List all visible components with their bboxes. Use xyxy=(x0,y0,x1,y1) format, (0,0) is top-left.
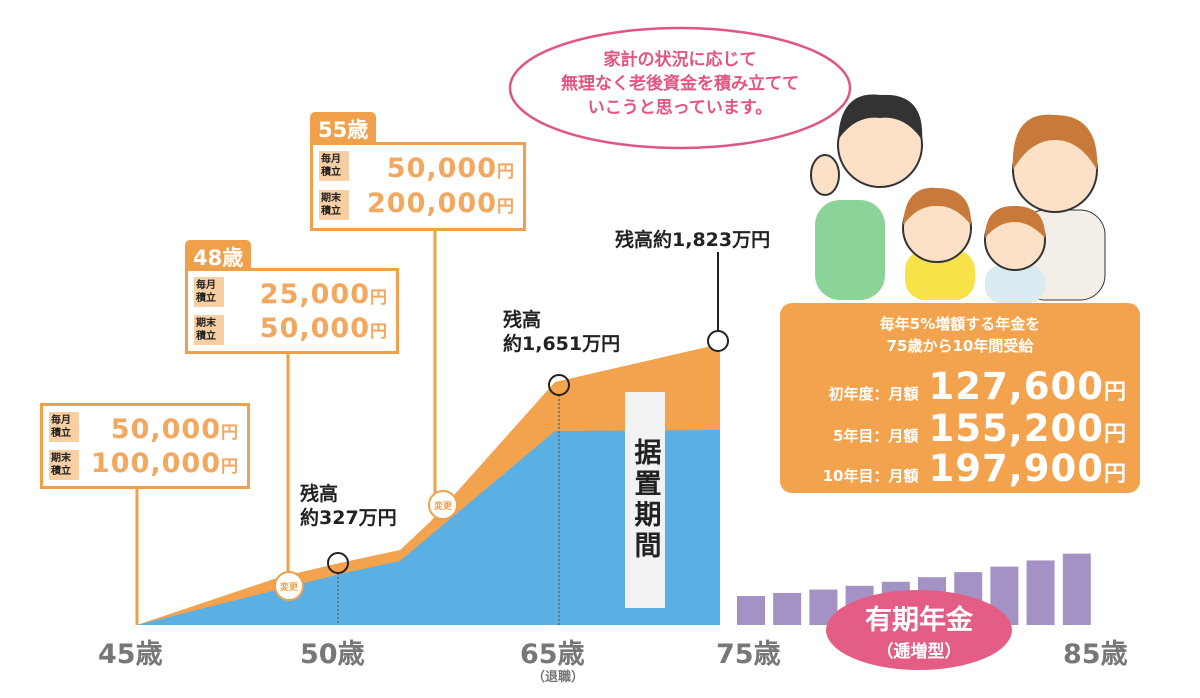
monthly-label: 毎月積立 xyxy=(319,151,349,181)
bubble-line: いこうと思っています。 xyxy=(587,98,773,118)
end-amount: 200,000円 xyxy=(367,188,515,219)
speech-bubble xyxy=(508,26,852,150)
age-label-65: 65歳 xyxy=(520,639,585,670)
age-label-85: 85歳 xyxy=(1063,639,1128,670)
annuity-bar-year-1 xyxy=(737,596,765,625)
pension-type-subtitle: （逓増型） xyxy=(876,642,962,662)
monthly-label: 毎月積立 xyxy=(49,412,79,442)
plan-box-45: 毎月積立 50,000円 期末積立 100,000円 xyxy=(40,403,250,489)
pension-heading: 毎年5%増額する年金を 75歳から10年間受給 xyxy=(879,315,1041,355)
plan-box-48: 毎月積立 25,000円 期末積立 50,000円 xyxy=(185,268,399,354)
plan-box-55: 毎月積立 50,000円 期末積立 200,000円 xyxy=(310,142,526,231)
marker-65 xyxy=(548,374,570,396)
age-label-75: 75歳 xyxy=(716,639,781,670)
family-illustration xyxy=(810,94,1106,303)
marker-75 xyxy=(707,330,729,352)
end-amount: 100,000円 xyxy=(91,448,239,479)
speech-bubble-text: 家計の状況に応じて 無理なく老後資金を積み立てて いこうと思っています。 xyxy=(520,48,840,120)
annuity-bar-year-10 xyxy=(1062,553,1091,625)
age-label-50: 50歳 xyxy=(300,639,365,670)
end-label: 期末積立 xyxy=(319,190,349,220)
pension-row-year5: 5年目：月額 155,200 円 xyxy=(833,407,1126,450)
balance-line: 残高 xyxy=(300,483,339,505)
balance-line: 約327万円 xyxy=(300,507,397,529)
change-badge: 変更 xyxy=(274,571,304,601)
pension-row-year1: 初年度：月額 127,600 円 xyxy=(828,365,1126,408)
monthly-amount: 50,000円 xyxy=(386,153,515,184)
pension-type-title: 有期年金 xyxy=(865,605,973,636)
balance-50: 残高 約327万円 xyxy=(300,482,397,530)
plan-age-tab-55: 55歳 xyxy=(310,112,377,146)
monthly-label: 毎月積立 xyxy=(194,277,224,307)
end-label: 期末積立 xyxy=(194,315,224,345)
bubble-line: 無理なく老後資金を積み立てて xyxy=(561,74,799,94)
bubble-line: 家計の状況に応じて xyxy=(603,50,757,70)
monthly-amount: 50,000円 xyxy=(110,414,239,445)
pension-row-year10: 10年目：月額 197,900 円 xyxy=(822,447,1126,490)
balance-line: 約1,651万円 xyxy=(503,333,621,355)
end-label: 期末積立 xyxy=(49,450,79,480)
pension-type-badge: 有期年金 （逓増型） xyxy=(826,590,1012,670)
retirement-note: （退職） xyxy=(532,670,585,685)
monthly-amount: 25,000円 xyxy=(259,279,388,310)
end-amount: 50,000円 xyxy=(259,313,388,344)
annuity-bar-year-9 xyxy=(1026,560,1055,625)
change-badge: 変更 xyxy=(428,490,458,520)
marker-50 xyxy=(327,552,349,574)
balance-75: 残高約1,823万円 xyxy=(615,229,771,251)
age-label-45: 45歳 xyxy=(98,639,163,670)
pension-summary-box: 毎年5%増額する年金を 75歳から10年間受給 初年度：月額 127,600 円 5… xyxy=(780,303,1140,493)
principal-area xyxy=(137,430,720,625)
balance-line: 残高 xyxy=(503,309,542,331)
annuity-bar-year-2 xyxy=(773,592,802,625)
deferral-period-label: 据置期間 xyxy=(625,392,665,608)
balance-65: 残高 約1,651万円 xyxy=(503,308,620,356)
